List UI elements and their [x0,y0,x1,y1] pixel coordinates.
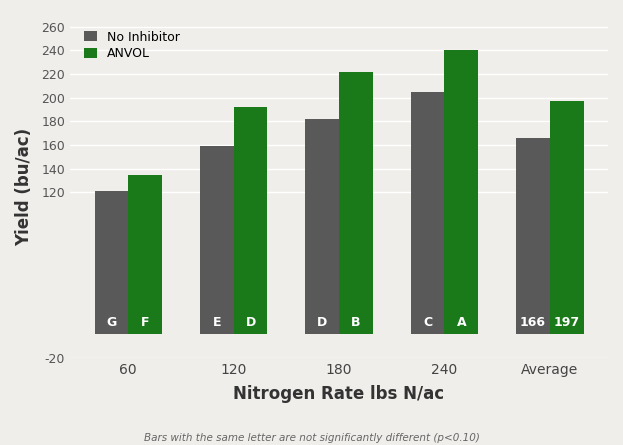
Text: Bars with the same letter are not significantly different (p<0.10): Bars with the same letter are not signif… [143,433,480,442]
Bar [411,92,444,335]
Bar [200,146,234,335]
Bar [339,72,373,335]
Text: C: C [423,316,432,328]
Text: B: B [351,316,361,328]
Legend: No Inhibitor, ANVOL: No Inhibitor, ANVOL [82,28,182,63]
Bar [234,107,267,335]
X-axis label: Nitrogen Rate lbs N/ac: Nitrogen Rate lbs N/ac [234,385,445,403]
Bar [516,138,550,335]
Bar [128,175,162,335]
Text: 197: 197 [554,316,580,328]
Text: F: F [141,316,150,328]
Text: D: D [317,316,327,328]
Bar [550,101,584,335]
Bar [305,119,339,335]
Y-axis label: Yield (bu/ac): Yield (bu/ac) [15,127,33,246]
Text: E: E [212,316,221,328]
Text: 166: 166 [520,316,546,328]
Text: G: G [107,316,117,328]
Bar [444,50,478,335]
Text: D: D [245,316,255,328]
Bar [95,191,128,335]
Text: A: A [457,316,466,328]
